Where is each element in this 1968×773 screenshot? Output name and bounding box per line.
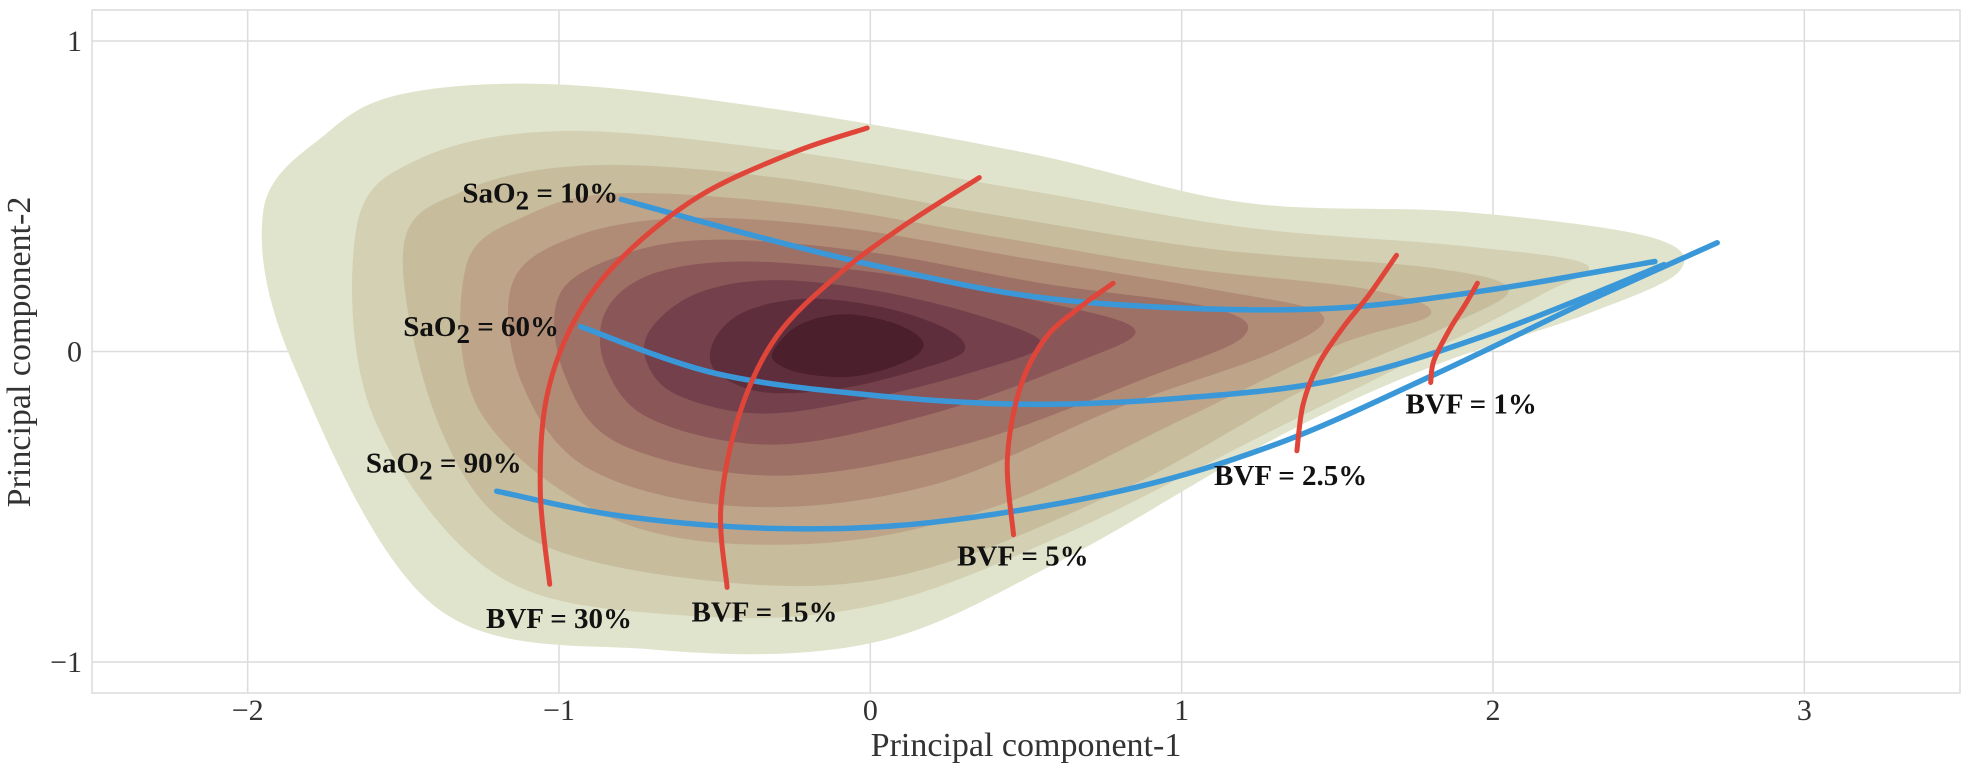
x-tick-label: 3 xyxy=(1797,694,1812,727)
bvf-curve-bvf-1 xyxy=(1428,280,1480,385)
y-axis-title: Principal component-2 xyxy=(1,197,38,508)
x-tick-label: 2 xyxy=(1486,694,1501,727)
annotations: SaO2 = 10% SaO2 = 60% SaO2 = 90% BVF = 30% B… xyxy=(366,177,1537,634)
annotation-label: BVF = 1% xyxy=(1405,389,1536,421)
annotation-label: BVF = 30% xyxy=(486,603,632,635)
annotation-label: SaO2 = 90% xyxy=(366,448,522,486)
annotation-label: BVF = 15% xyxy=(692,597,838,629)
x-axis-title: Principal component-1 xyxy=(871,727,1182,764)
annotation-label: BVF = 2.5% xyxy=(1214,460,1367,492)
bvf-curve-bvf-5 xyxy=(1004,280,1116,538)
tick-labels: −2 −1 0 1 2 3 −1 0 1 xyxy=(50,25,1812,727)
saturation-curve-sao2-10 xyxy=(618,196,1658,313)
density-contours xyxy=(261,83,1685,655)
x-tick-label: 1 xyxy=(1174,694,1189,727)
y-tick-label: −1 xyxy=(50,646,82,679)
annotation-label: SaO2 = 10% xyxy=(462,177,618,215)
x-tick-label: 0 xyxy=(863,694,878,727)
bvf-curve-bvf-2-5 xyxy=(1294,252,1399,454)
bvf-curve-bvf-30 xyxy=(537,125,870,587)
bvf-curve-bvf-15 xyxy=(718,175,982,590)
saturation-curve-sao2-60 xyxy=(578,261,1667,408)
saturation-curve-sao2-90 xyxy=(493,240,1720,532)
x-tick-label: −1 xyxy=(543,694,575,727)
x-tick-label: −2 xyxy=(232,694,264,727)
annotation-label: BVF = 5% xyxy=(957,541,1088,573)
y-tick-label: 1 xyxy=(67,25,82,58)
data-series xyxy=(493,125,1720,590)
density-level-10 xyxy=(771,314,924,378)
annotation-label: SaO2 = 60% xyxy=(403,311,559,349)
y-tick-label: 0 xyxy=(67,336,82,369)
